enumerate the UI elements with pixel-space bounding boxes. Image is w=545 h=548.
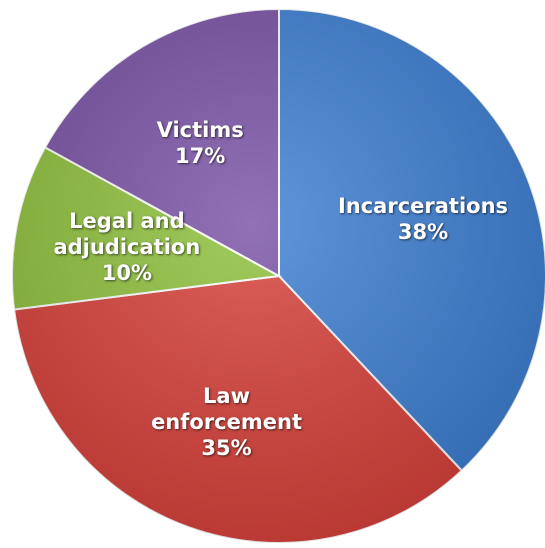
value-label: 35% <box>201 435 252 460</box>
category-label: Legal and adjudication <box>53 208 201 259</box>
slice-label-box: Incarcerations 38% <box>338 169 508 269</box>
value-label: 10% <box>101 260 152 285</box>
category-label: Incarcerations <box>337 193 508 218</box>
slice-label-box: Law enforcement 35% <box>142 372 312 472</box>
category-label: Law enforcement <box>151 383 302 434</box>
slice-label-box: Victims 17% <box>115 93 285 193</box>
category-label: Victims <box>156 117 244 142</box>
value-label: 38% <box>397 219 449 244</box>
value-label: 17% <box>175 143 226 168</box>
slice-label-box: Legal and adjudication 10% <box>42 197 212 297</box>
